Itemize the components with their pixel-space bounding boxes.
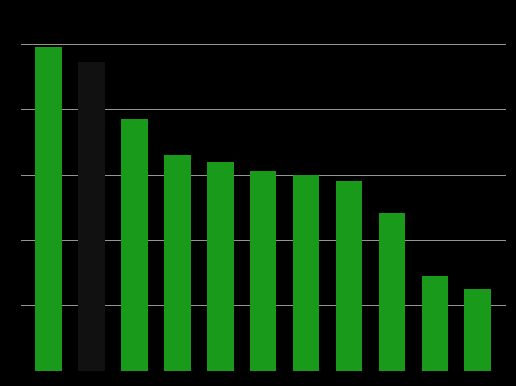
Bar xyxy=(422,276,448,371)
Bar xyxy=(336,181,362,371)
Bar xyxy=(379,213,405,371)
Bar xyxy=(164,155,190,371)
Bar xyxy=(464,289,491,371)
Bar xyxy=(78,63,105,371)
Bar xyxy=(250,171,277,371)
Bar xyxy=(207,162,234,371)
Bar xyxy=(293,175,319,371)
Bar xyxy=(121,119,148,371)
Bar xyxy=(35,47,62,371)
